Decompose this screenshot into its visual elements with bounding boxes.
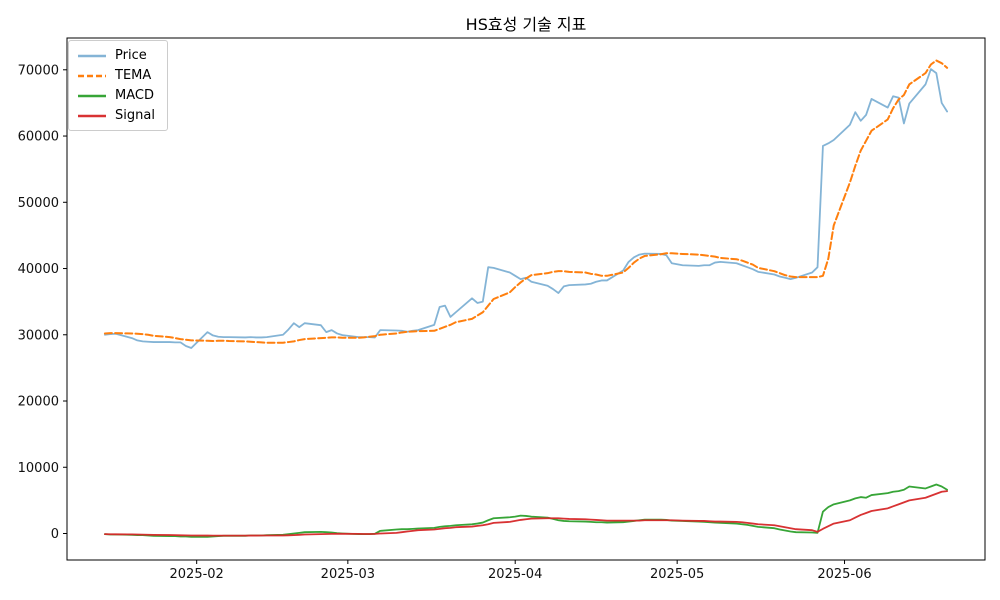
chart-title: HS효성 기술 지표 [465,15,587,34]
x-tick-label: 2025-06 [817,567,871,582]
legend-item-tema: TEMA [78,69,155,82]
y-tick-label: 0 [51,527,59,542]
legend-line-macd-icon [78,94,106,97]
series-line-macd [104,483,948,538]
series-line-price [104,68,948,349]
x-tick-label: 2025-04 [488,567,542,582]
legend-label: Price [115,48,147,63]
y-tick-label: 70000 [18,63,59,78]
y-tick-label: 10000 [18,461,59,476]
legend-label: Signal [115,108,155,123]
legend-item-signal: Signal [78,109,155,122]
series-line-signal [104,490,948,537]
y-tick-label: 40000 [18,262,59,277]
x-tick-label: 2025-03 [321,567,375,582]
y-tick-label: 60000 [18,130,59,145]
legend-item-price: Price [78,49,155,62]
legend-line-signal-icon [78,114,106,117]
y-tick-label: 20000 [18,395,59,410]
x-tick-label: 2025-02 [170,567,224,582]
legend-line-price-icon [78,54,106,57]
legend-label: MACD [115,88,154,103]
series-line-tema [103,59,949,344]
legend-line-tema-icon [78,74,106,77]
y-tick-label: 30000 [18,328,59,343]
legend-item-macd: MACD [78,89,155,102]
legend-label: TEMA [115,68,152,83]
x-tick-label: 2025-05 [650,567,704,582]
axes-spines [66,37,986,561]
legend: Price TEMA MACD Signal [68,40,168,131]
y-tick-label: 50000 [18,196,59,211]
